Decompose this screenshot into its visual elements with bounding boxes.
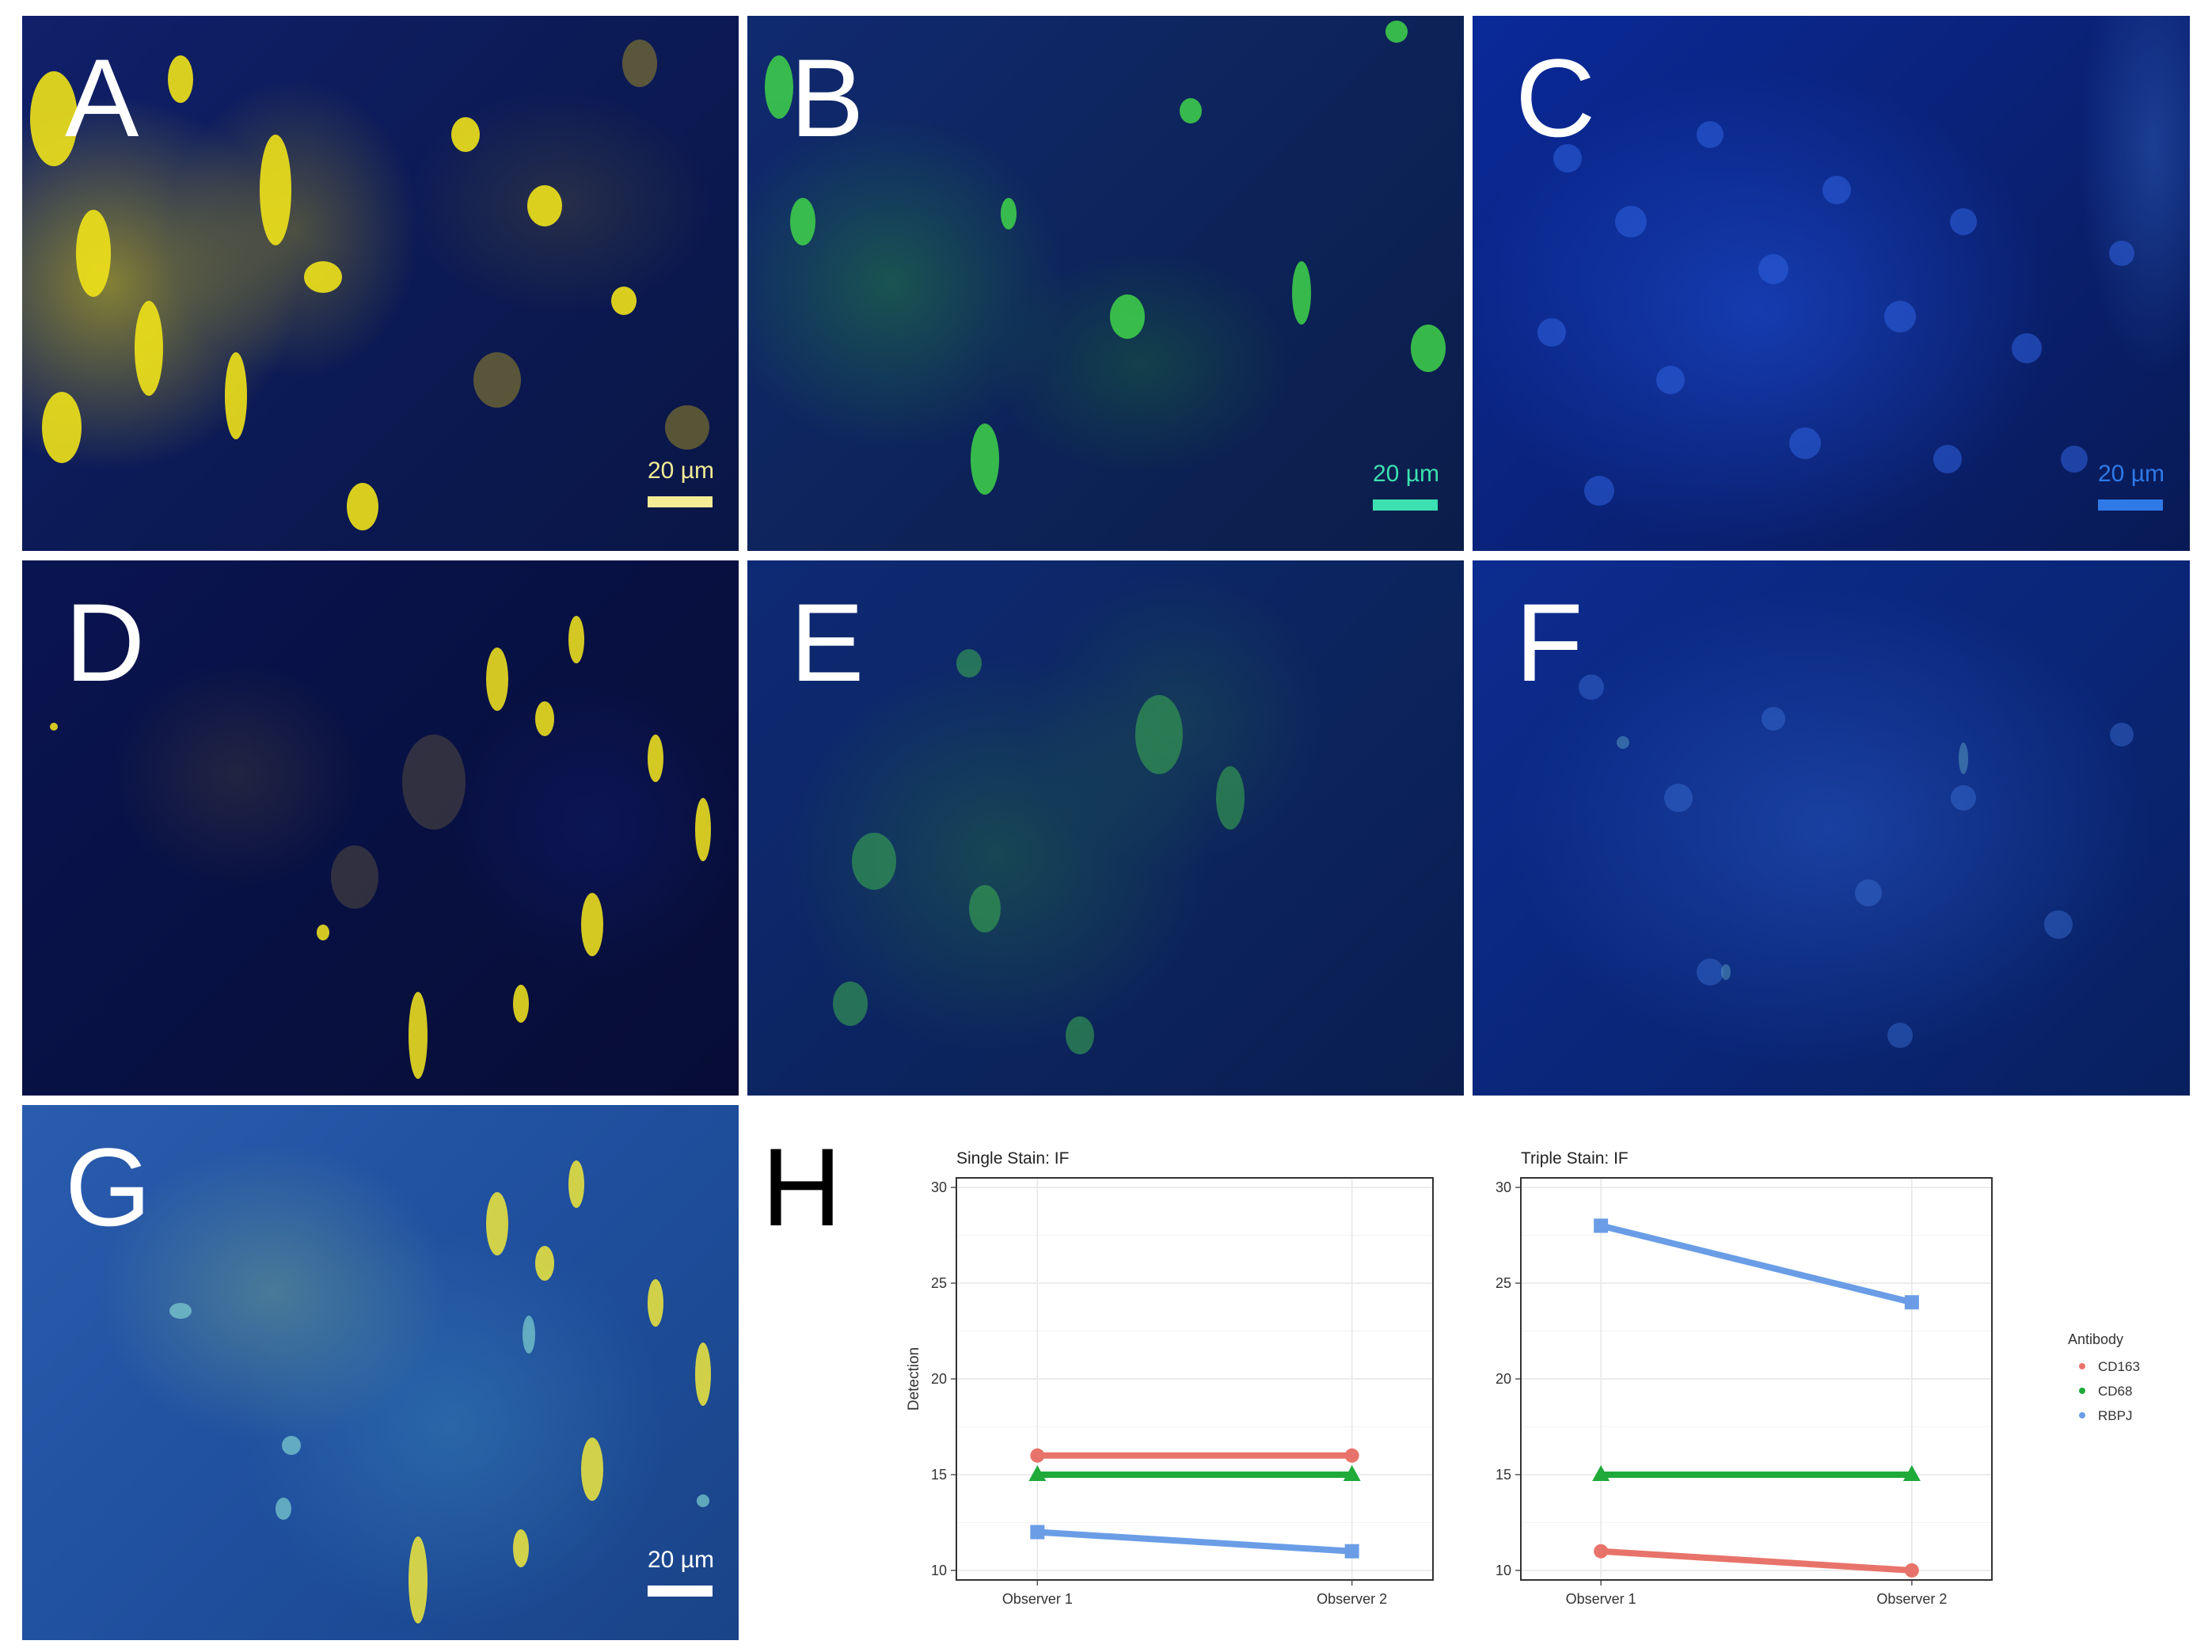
- tick-label-y: 25: [1496, 1275, 1511, 1291]
- tick-label-x: Observer 1: [1566, 1591, 1636, 1607]
- scale-bar: [2098, 499, 2163, 511]
- panel-letter: B: [790, 36, 865, 160]
- micrograph-image: [22, 1105, 739, 1640]
- scale-bar-label: 20 µm: [648, 1547, 714, 1573]
- micrograph-image: [1473, 560, 2190, 1096]
- axis-label-y: Detection: [906, 1347, 922, 1411]
- stain-signal-overlay: [50, 616, 711, 1079]
- tick-label-y: 20: [931, 1371, 947, 1387]
- tick-label-y: 30: [931, 1179, 947, 1195]
- panel-a-micrograph: A 20 µm: [22, 16, 739, 551]
- series-line-rbpj: [1034, 1529, 1355, 1555]
- data-point-rbpj: [1904, 1295, 1919, 1310]
- legend-swatch-rbpj: [2079, 1412, 2085, 1418]
- series-line-rbpj: [1598, 1222, 1915, 1306]
- series-line-cd163: [1598, 1548, 1915, 1574]
- tick-label-x: Observer 2: [1317, 1591, 1387, 1607]
- panel-letter: G: [65, 1125, 151, 1249]
- tick-label-x: Observer 1: [1002, 1591, 1073, 1607]
- data-point-cd163: [1594, 1544, 1609, 1559]
- scale-bar: [648, 1586, 713, 1597]
- panel-c-micrograph: C 20 µm: [1473, 16, 2190, 551]
- scale-bar: [648, 496, 713, 507]
- plot-border: [956, 1177, 1434, 1581]
- tick-label-y: 15: [931, 1467, 947, 1483]
- panel-g-micrograph: G 20 µm: [22, 1105, 739, 1640]
- stain-signal-overlay: [169, 1160, 711, 1624]
- legend-title: Antibody: [2068, 1331, 2123, 1347]
- legend-label-cd68: CD68: [2098, 1384, 2132, 1399]
- nuclei-overlay: [1537, 121, 2134, 506]
- data-point-cd68: [1592, 1464, 1610, 1481]
- data-point-rbpj: [1030, 1525, 1045, 1540]
- tick-label-y: 20: [1496, 1371, 1511, 1387]
- micrograph-image: [22, 16, 739, 551]
- panel-f-micrograph: F: [1473, 560, 2190, 1096]
- scale-bar-label: 20 µm: [2098, 461, 2164, 487]
- panel-letter: A: [65, 36, 139, 160]
- stain-signal-overlay: [30, 40, 709, 530]
- panel-h-charts: H Single Stain: IF 10 15 20 25 30 Observer 1 Ob…: [747, 1105, 2190, 1640]
- legend-swatch-cd163: [2079, 1363, 2085, 1369]
- tick-label-x: Observer 2: [1876, 1591, 1947, 1607]
- data-point-cd163: [1344, 1448, 1359, 1463]
- data-point-cd68: [1902, 1464, 1921, 1481]
- data-point-cd163: [1030, 1448, 1045, 1463]
- observer-detection-charts: Single Stain: IF 10 15 20 25 30 Observer 1 Obse…: [906, 1149, 2140, 1607]
- micrograph-image: [22, 560, 739, 1096]
- micrograph-image: [747, 16, 1464, 551]
- panel-b-micrograph: B 20 µm: [747, 16, 1464, 551]
- panel-letter: C: [1515, 36, 1596, 160]
- panel-e-micrograph: E: [747, 560, 1464, 1096]
- chart-title: Single Stain: IF: [956, 1149, 1069, 1168]
- panel-letter: F: [1515, 580, 1583, 704]
- data-point-cd68: [1343, 1464, 1361, 1481]
- data-point-rbpj: [1594, 1218, 1609, 1233]
- data-point-rbpj: [1344, 1544, 1359, 1559]
- stain-signal-overlay: [833, 649, 1245, 1054]
- scale-bar: [1373, 499, 1438, 511]
- data-point-cd68: [1028, 1464, 1047, 1481]
- tick-label-y: 30: [1496, 1179, 1511, 1195]
- data-point-cd163: [1904, 1563, 1919, 1578]
- panel-letter: D: [65, 580, 146, 704]
- panel-letter: H: [762, 1125, 842, 1249]
- stain-signal-overlay: [765, 21, 1446, 495]
- scale-bar-label: 20 µm: [648, 458, 714, 484]
- legend-label-rbpj: RBPJ: [2098, 1408, 2132, 1423]
- legend-swatch-cd68: [2079, 1388, 2085, 1394]
- nuclei-overlay: [1579, 674, 2134, 1048]
- panel-letter: E: [790, 580, 865, 704]
- tick-label-y: 15: [1496, 1467, 1511, 1483]
- tick-label-y: 10: [931, 1563, 947, 1578]
- panel-d-micrograph: D: [22, 560, 739, 1096]
- chart-title: Triple Stain: IF: [1521, 1149, 1629, 1168]
- tick-label-y: 10: [1496, 1563, 1511, 1578]
- scale-bar-label: 20 µm: [1373, 461, 1439, 487]
- legend-label-cd163: CD163: [2098, 1359, 2140, 1374]
- tick-label-y: 25: [931, 1275, 947, 1291]
- plot-border: [1520, 1177, 1993, 1581]
